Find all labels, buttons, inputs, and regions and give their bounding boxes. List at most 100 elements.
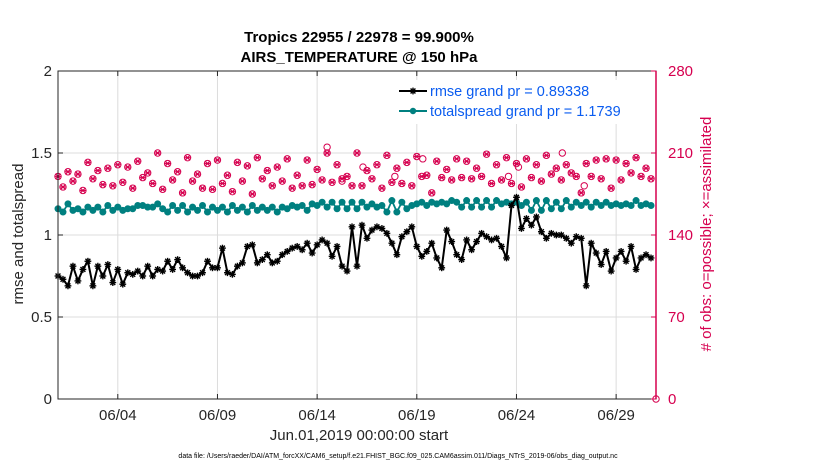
- obs-possible-extra-point: [338, 177, 346, 185]
- rmse-point: [602, 248, 610, 255]
- rmse-point: [592, 249, 600, 257]
- obs-possible-point: [258, 175, 267, 183]
- obs-possible-point: [562, 161, 570, 169]
- obs-possible-point: [69, 177, 77, 185]
- obs-assimilated-point: [583, 160, 590, 167]
- obs-possible-point: [74, 170, 82, 178]
- rmse-point: [313, 241, 321, 249]
- obs-possible-point: [124, 163, 132, 171]
- x-tick-label: 06/19: [398, 407, 436, 424]
- obs-possible-point: [188, 177, 197, 185]
- totalspread-point: [303, 206, 311, 214]
- obs-assimilated-point: [334, 161, 341, 168]
- obs-assimilated-point: [134, 158, 141, 165]
- x-tick-label: 06/24: [498, 407, 536, 424]
- rmse-point: [59, 275, 67, 283]
- totalspread-point: [493, 197, 501, 205]
- obs-assimilated-point: [74, 171, 81, 178]
- obs-possible-point: [457, 173, 466, 182]
- rmse-point: [627, 243, 635, 250]
- obs-assimilated-point: [503, 154, 510, 161]
- obs-assimilated-point: [458, 174, 465, 181]
- obs-assimilated-point: [274, 164, 281, 171]
- obs-assimilated-point: [259, 175, 266, 182]
- obs-possible-point: [497, 176, 506, 184]
- x-tick-label: 06/09: [199, 407, 237, 424]
- obs-assimilated-point: [224, 172, 231, 179]
- obs-possible-point: [248, 190, 257, 198]
- rmse-point: [528, 221, 535, 229]
- rmse-point: [159, 267, 167, 275]
- obs-possible-point: [532, 161, 541, 169]
- obs-possible-point: [223, 171, 232, 179]
- totalspread-point: [577, 201, 585, 209]
- obs-assimilated-point: [69, 178, 76, 185]
- rmse-point: [408, 223, 416, 231]
- obs-assimilated-point: [363, 167, 370, 174]
- obs-assimilated-point: [473, 165, 480, 172]
- rmse-point: [647, 254, 655, 262]
- obs-possible-point: [368, 175, 376, 183]
- totalspread-point: [74, 205, 82, 213]
- totalspread-point: [393, 208, 401, 216]
- obs-assimilated-point: [523, 155, 530, 162]
- rmse-point: [253, 259, 261, 267]
- obs-assimilated-point: [353, 149, 361, 157]
- totalspread-point: [243, 208, 251, 216]
- obs-assimilated-point: [114, 161, 121, 168]
- obs-assimilated-point: [533, 161, 540, 168]
- obs-possible-point: [433, 157, 441, 165]
- obs-assimilated-point: [219, 180, 226, 187]
- obs-possible-point: [572, 172, 580, 181]
- x-axis-label: Jun.01,2019 00:00:00 start: [270, 427, 449, 444]
- rmse-point: [463, 236, 471, 244]
- totalspread-point: [458, 203, 466, 211]
- rmse-point: [134, 267, 142, 275]
- y-right-tick-label: 140: [668, 227, 693, 244]
- obs-possible-extra-point: [558, 149, 567, 157]
- rmse-point: [129, 270, 137, 278]
- obs-possible-point: [507, 179, 516, 188]
- totalspread-point: [268, 203, 276, 211]
- obs-assimilated-point: [324, 149, 331, 157]
- totalspread-point: [258, 203, 266, 211]
- x-tick-label: 06/29: [597, 407, 635, 424]
- obs-assimilated-point: [179, 189, 186, 196]
- obs-assimilated-point: [498, 176, 505, 183]
- rmse-point: [174, 256, 181, 263]
- obs-assimilated-point: [443, 166, 450, 173]
- rmse-point: [229, 270, 236, 278]
- obs-possible-point: [318, 176, 326, 184]
- rmse-point: [94, 262, 102, 270]
- obs-possible-point: [642, 164, 650, 172]
- totalspread-point: [488, 203, 496, 211]
- totalspread-point: [403, 205, 411, 213]
- obs-assimilated-point: [493, 161, 500, 168]
- obs-possible-point: [198, 184, 207, 192]
- obs-assimilated-point: [588, 173, 595, 180]
- obs-assimilated-point: [284, 155, 291, 162]
- obs-possible-point: [268, 182, 276, 190]
- rmse-point: [89, 282, 97, 290]
- obs-possible-extra-point: [504, 172, 513, 181]
- obs-possible-point: [597, 175, 605, 183]
- obs-possible-point: [358, 182, 366, 190]
- rmse-point: [69, 262, 77, 270]
- obs-assimilated-point: [244, 162, 251, 169]
- obs-possible-point: [502, 153, 511, 162]
- obs-assimilated-point: [438, 174, 445, 181]
- obs-possible-point: [527, 173, 536, 182]
- obs-possible-point: [263, 166, 271, 175]
- totalspread-point: [468, 203, 476, 211]
- obs-possible-point: [582, 159, 590, 168]
- obs-assimilated-point: [488, 180, 495, 187]
- legend-rmse-marker: [409, 87, 417, 95]
- legend-totalspread-marker: [409, 107, 417, 115]
- totalspread-point: [602, 198, 610, 206]
- obs-assimilated-point: [558, 176, 565, 183]
- obs-possible-point: [353, 149, 361, 157]
- obs-assimilated-point: [428, 189, 435, 196]
- rmse-point: [343, 267, 351, 275]
- rmse-point: [483, 233, 490, 241]
